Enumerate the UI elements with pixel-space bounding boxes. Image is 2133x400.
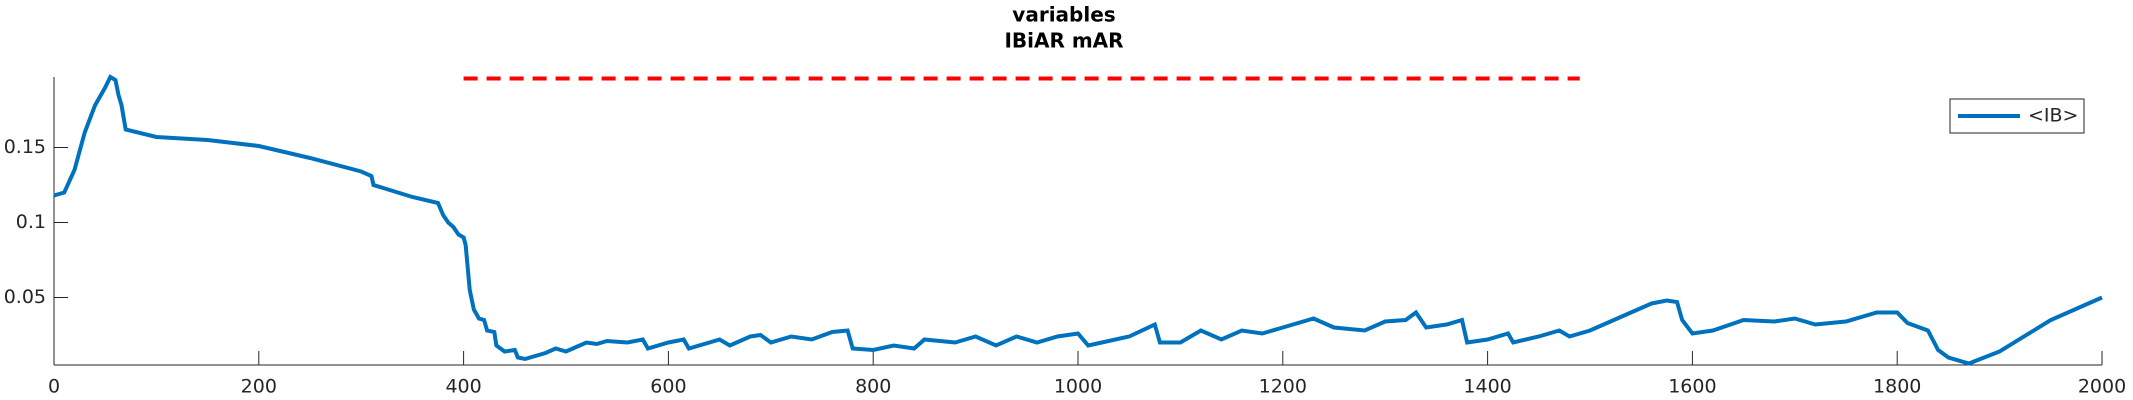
x-tick-label: 1400	[1463, 376, 1511, 398]
y-tick-label: 0.05	[4, 286, 46, 308]
x-tick-label: 200	[241, 376, 277, 398]
data-line	[53, 74, 2103, 366]
x-tick-label: 0	[48, 376, 60, 398]
x-tick-label: 600	[650, 376, 686, 398]
x-tick-label: 1000	[1054, 376, 1102, 398]
y-tick-label: 0.1	[16, 211, 46, 233]
x-tick-label: 2000	[2078, 376, 2126, 398]
chart-title: variables	[1012, 3, 1115, 27]
x-tick-label: 800	[855, 376, 891, 398]
x-tick-label: 400	[445, 376, 481, 398]
x-tick-label: 1200	[1259, 376, 1307, 398]
x-tick-label: 1800	[1873, 376, 1921, 398]
legend-label: <IB>	[2028, 105, 2078, 127]
chart-subtitle: IBiAR mAR	[1004, 29, 1123, 53]
y-tick-label: 0.15	[4, 136, 46, 158]
x-tick-label: 1600	[1668, 376, 1716, 398]
